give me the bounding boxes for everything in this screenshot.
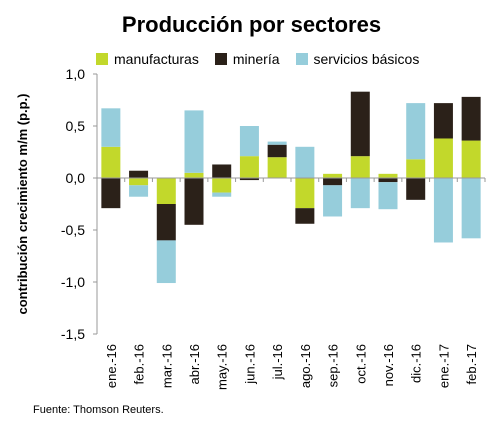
legend-label-manufacturas: manufacturas: [114, 51, 199, 67]
bar-servicios-basicos-0: [101, 108, 121, 147]
x-tick-label-4: may.-16: [215, 344, 230, 390]
bar-mineria-8: [323, 178, 343, 186]
bar-mineria-3: [184, 178, 204, 225]
bar-servicios-basicos-2: [156, 240, 176, 284]
bar-servicios-basicos-9: [350, 178, 370, 209]
x-tick-label-10: nov.-16: [381, 344, 396, 386]
bar-servicios-basicos-1: [129, 185, 149, 197]
bar-mineria-2: [156, 204, 176, 241]
bar-mineria-1: [129, 170, 149, 178]
bar-mineria-11: [406, 178, 426, 200]
bar-mineria-12: [433, 103, 453, 139]
bar-manufacturas-4: [212, 178, 232, 193]
x-tick-label-12: ene.-17: [436, 344, 451, 388]
x-tick-label-9: oct.-16: [353, 344, 368, 384]
bar-servicios-basicos-11: [406, 103, 426, 160]
x-tick-label-5: jun.-16: [242, 344, 257, 385]
bar-manufacturas-12: [433, 138, 453, 178]
bar-mineria-0: [101, 178, 121, 209]
bar-mineria-4: [212, 164, 232, 178]
bar-manufacturas-5: [239, 156, 259, 178]
bar-mineria-10: [378, 178, 398, 183]
x-tick-label-8: sep.-16: [326, 344, 341, 387]
bar-manufacturas-10: [378, 173, 398, 178]
x-tick-label-7: ago.-16: [298, 344, 313, 388]
bar-manufacturas-9: [350, 156, 370, 178]
bar-manufacturas-0: [101, 146, 121, 178]
legend-label-servicios-basicos: servicios básicos: [313, 51, 420, 67]
x-tick-label-6: jul.-16: [270, 344, 285, 380]
y-axis-title: contribución crecimiento m/m (p.p.): [15, 93, 30, 314]
legend: manufacturas minería servicios básicos: [96, 51, 419, 67]
bar-manufacturas-3: [184, 172, 204, 178]
x-tick-label-0: ene.-16: [104, 344, 119, 388]
x-tick-label-3: abr.-16: [187, 344, 202, 384]
bar-mineria-6: [267, 144, 287, 158]
chart-title: Producción por sectores: [121, 12, 382, 37]
y-tick-label-5: -1,5: [61, 326, 85, 342]
legend-item-manufacturas: manufacturas: [96, 51, 199, 67]
bar-servicios-basicos-5: [239, 126, 259, 157]
x-tick-label-1: feb.-16: [132, 344, 147, 384]
legend-label-mineria: minería: [232, 51, 280, 67]
bar-mineria-9: [350, 91, 370, 157]
bar-manufacturas-6: [267, 157, 287, 178]
y-tick-label-3: -0,5: [61, 222, 85, 238]
y-tick-label-0: 1,0: [66, 66, 86, 82]
x-tick-label-2: mar.-16: [159, 344, 174, 388]
legend-swatch-servicios-basicos: [295, 53, 308, 65]
y-tick-label-1: 0,5: [66, 118, 86, 134]
bar-servicios-basicos-4: [212, 192, 232, 197]
bar-manufacturas-1: [129, 178, 149, 186]
legend-item-servicios-basicos: servicios básicos: [295, 51, 420, 67]
bar-manufacturas-2: [156, 178, 176, 204]
bar-manufacturas-8: [323, 173, 343, 178]
legend-item-mineria: minería: [214, 51, 280, 67]
bar-servicios-basicos-7: [295, 146, 315, 178]
bar-manufacturas-7: [295, 178, 315, 209]
source-note: Fuente: Thomson Reuters.: [33, 404, 164, 416]
bar-manufacturas-13: [461, 140, 481, 178]
bar-servicios-basicos-3: [184, 110, 204, 173]
bar-mineria-13: [461, 96, 481, 141]
bar-servicios-basicos-10: [378, 182, 398, 210]
bar-manufacturas-11: [406, 159, 426, 178]
bar-mineria-5: [239, 178, 259, 181]
x-tick-label-11: dic.-16: [409, 344, 424, 383]
y-tick-label-4: -1,0: [61, 274, 85, 290]
bar-servicios-basicos-13: [461, 178, 481, 239]
y-tick-label-2: 0,0: [66, 170, 86, 186]
bar-servicios-basicos-12: [433, 178, 453, 243]
legend-swatch-mineria: [214, 53, 227, 65]
x-tick-label-13: feb.-17: [464, 344, 479, 384]
bar-servicios-basicos-6: [267, 141, 287, 145]
bar-mineria-7: [295, 208, 315, 224]
legend-swatch-manufacturas: [96, 53, 108, 65]
bar-servicios-basicos-8: [323, 185, 343, 217]
